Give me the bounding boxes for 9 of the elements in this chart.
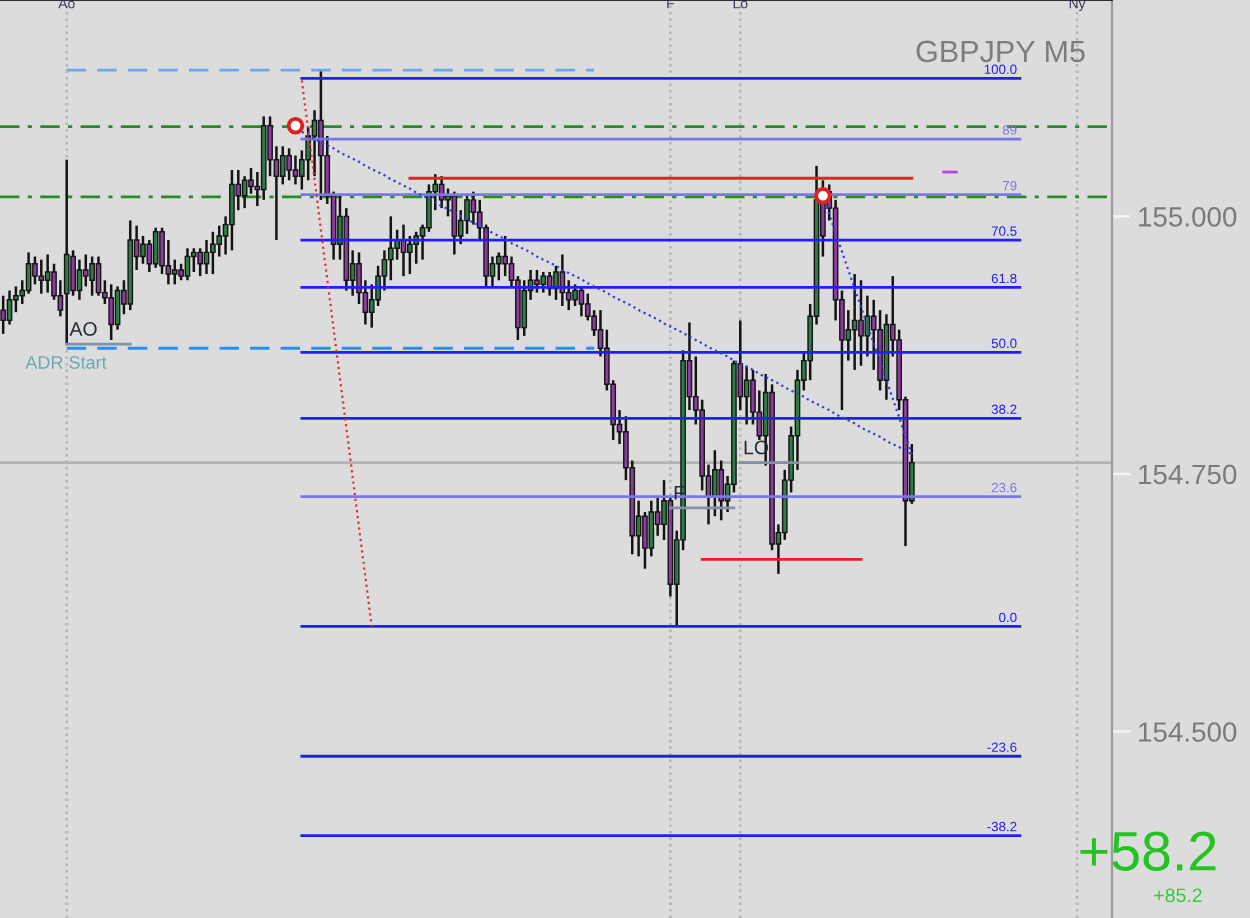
series-label: F bbox=[674, 486, 685, 500]
y-tick-label: 154.500 bbox=[1139, 722, 1237, 742]
annotation: ADR Start bbox=[25, 356, 107, 369]
text: GBPJPY M5 bbox=[916, 40, 1085, 63]
annotation: +58.2 bbox=[1080, 831, 1216, 871]
text: +85.2 bbox=[1154, 888, 1202, 903]
y-tick-label: 155.000 bbox=[1139, 207, 1237, 227]
y-tick-label: 154.750 bbox=[1139, 464, 1237, 485]
series-label: AO bbox=[69, 322, 97, 336]
